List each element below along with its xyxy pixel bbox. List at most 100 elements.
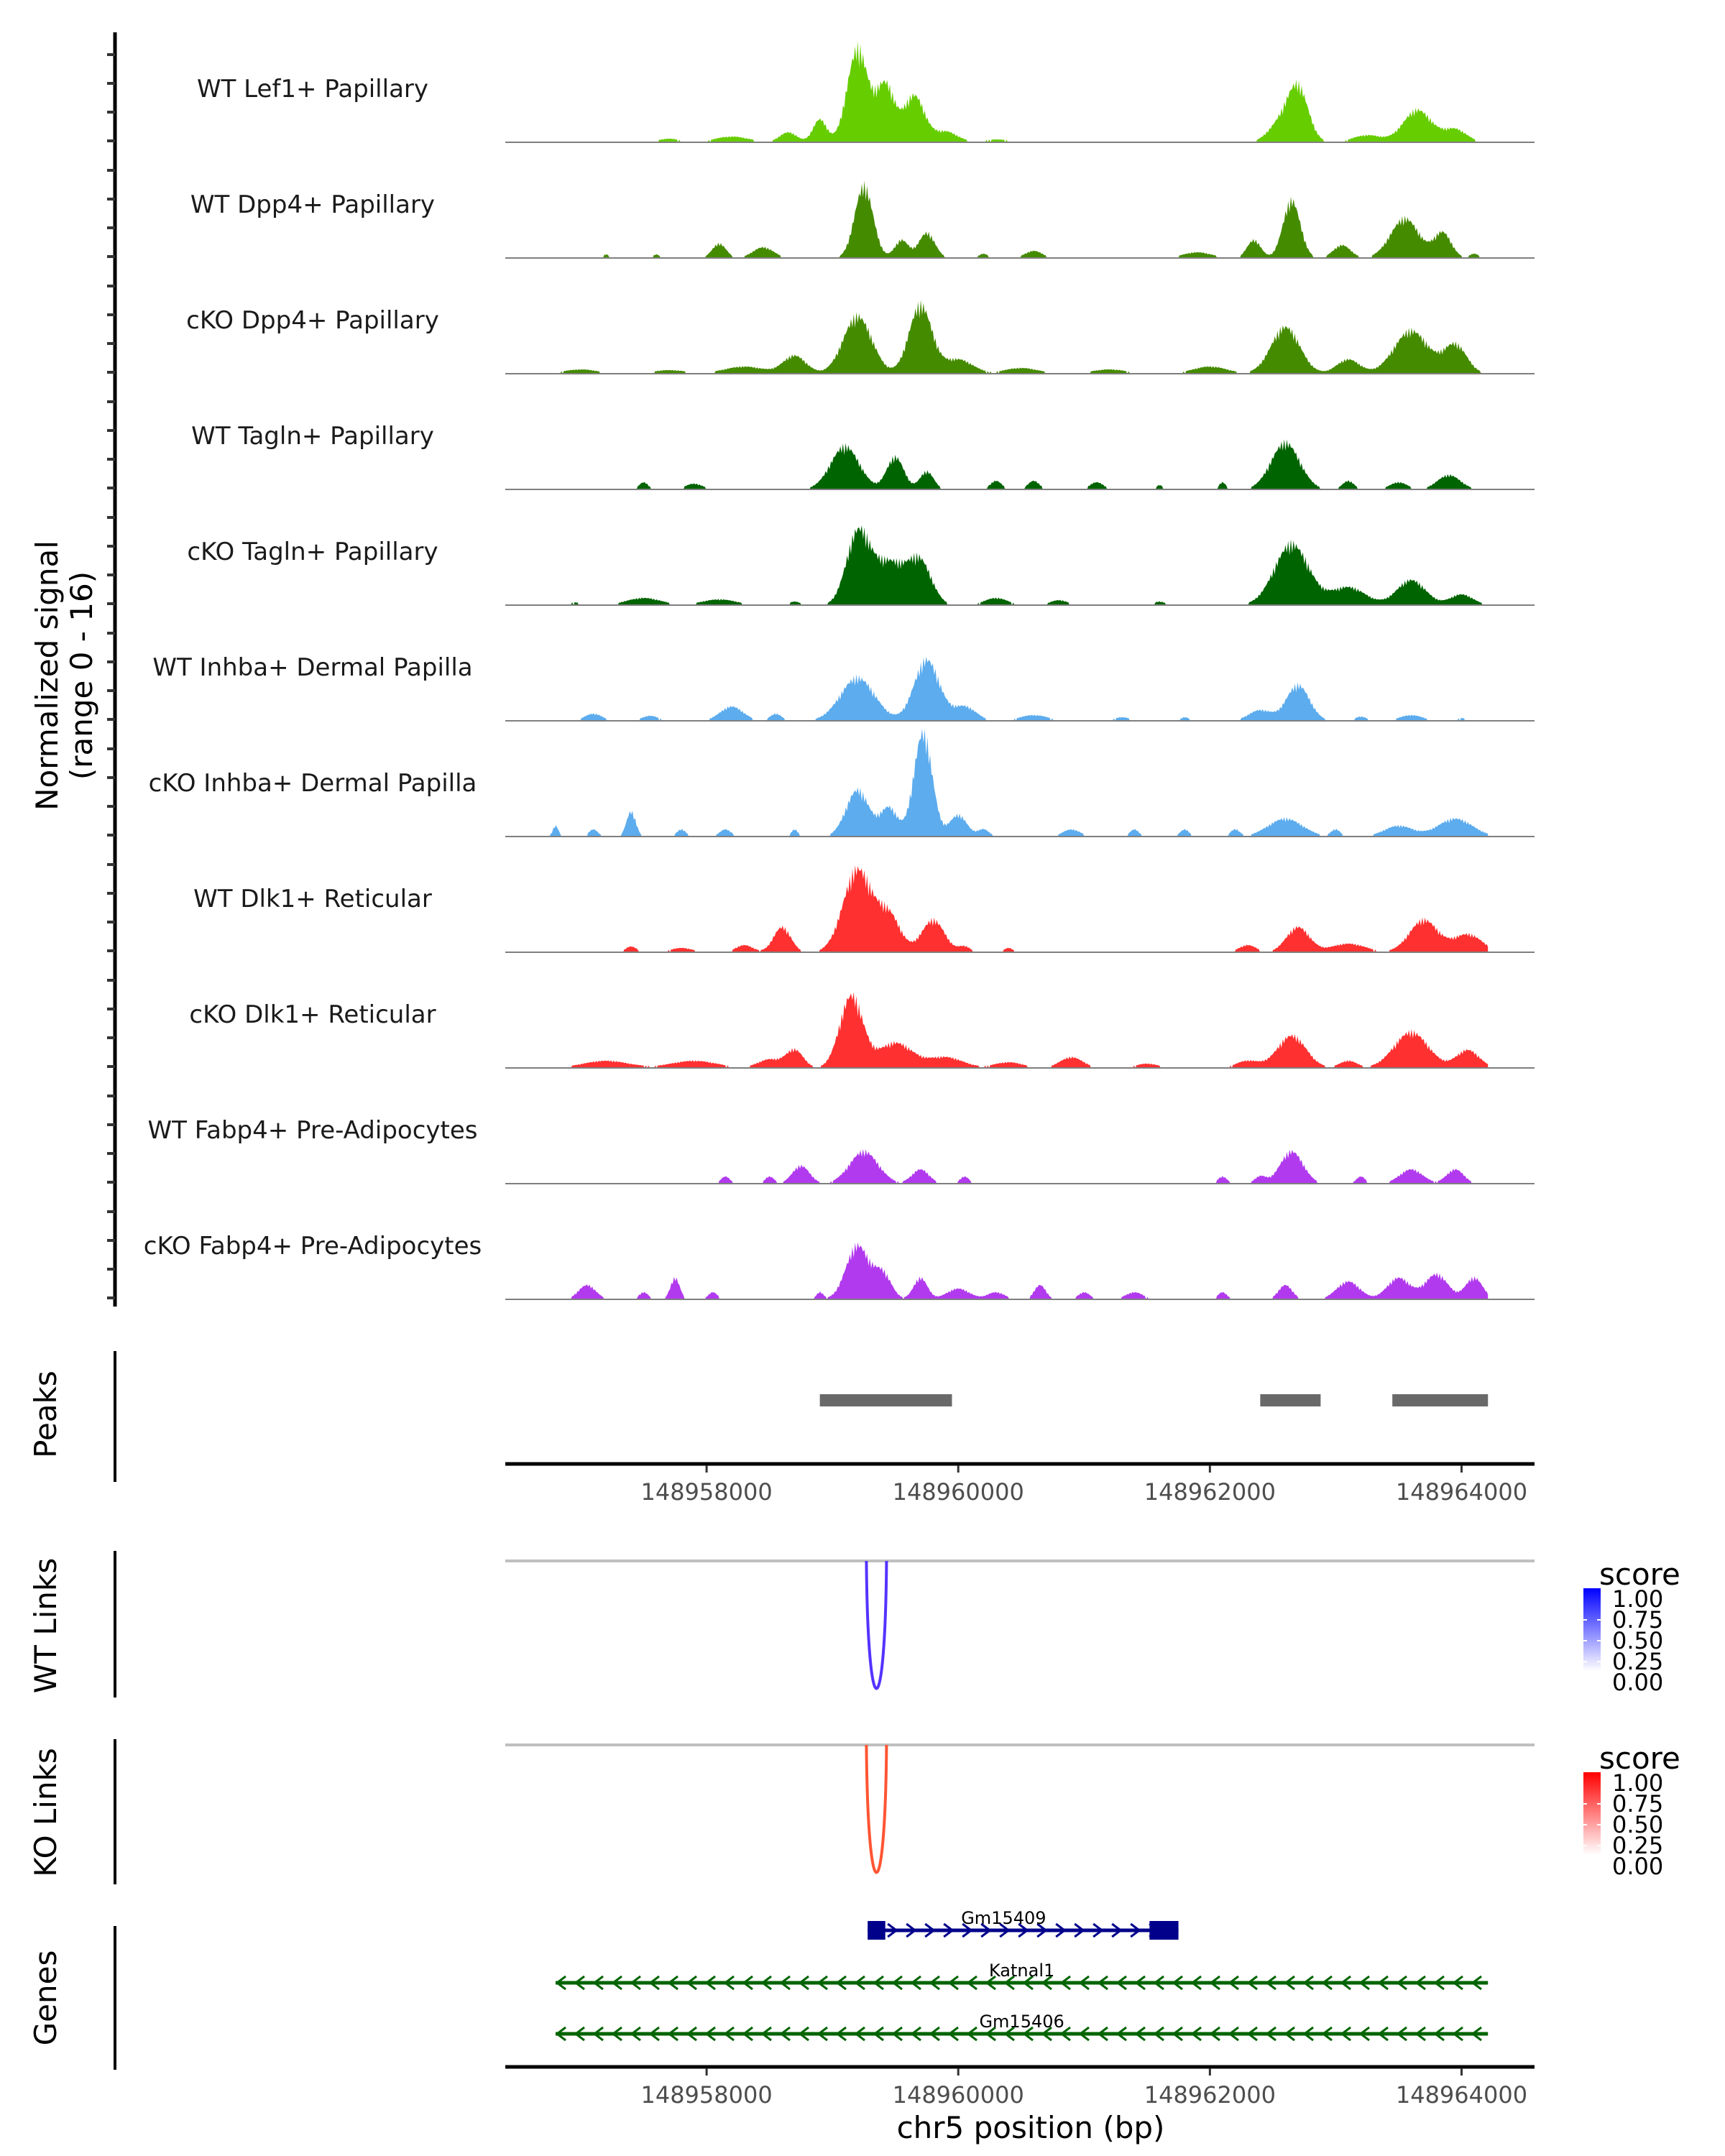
strand-chevron-icon bbox=[1097, 2026, 1108, 2042]
strand-chevron-icon bbox=[742, 1975, 753, 1991]
x-tick-label: 148960000 bbox=[893, 2081, 1024, 2109]
coverage-track: cKO Fabp4+ Pre-Adipocytes bbox=[144, 1232, 1535, 1300]
link-arc bbox=[865, 1744, 888, 1874]
peak-region bbox=[1392, 1394, 1489, 1406]
strand-chevron-icon bbox=[779, 1975, 791, 1991]
strand-chevron-icon bbox=[1471, 2026, 1482, 2042]
strand-chevron-icon bbox=[873, 1975, 884, 1991]
strand-chevron-icon bbox=[1022, 1975, 1034, 1991]
strand-chevron-icon bbox=[943, 1922, 954, 1938]
strand-chevron-icon bbox=[1111, 1922, 1123, 1938]
gene-model: Katnal1 bbox=[555, 1961, 1489, 1991]
strand-chevron-icon bbox=[1134, 2026, 1146, 2042]
coverage-area bbox=[549, 656, 1489, 721]
strand-chevron-icon bbox=[854, 2026, 865, 2042]
strand-chevron-icon bbox=[1302, 2026, 1314, 2042]
track-label: cKO Tagln+ Papillary bbox=[187, 538, 438, 566]
strand-chevron-icon bbox=[1265, 2026, 1276, 2042]
strand-chevron-icon bbox=[1036, 1922, 1048, 1938]
strand-chevron-icon bbox=[1414, 1975, 1426, 1991]
strand-chevron-icon bbox=[1003, 2026, 1015, 2042]
wt-legend-colorbar bbox=[1583, 1588, 1601, 1671]
wt-legend-title: score bbox=[1599, 1557, 1680, 1592]
legend-tick-label: 1.00 bbox=[1612, 1769, 1663, 1797]
x-tick-label: 148964000 bbox=[1396, 1478, 1527, 1506]
strand-chevron-icon bbox=[555, 2026, 566, 2042]
exon-block bbox=[1149, 1921, 1179, 1940]
strand-chevron-icon bbox=[1059, 1975, 1071, 1991]
gene-model: Gm15409 bbox=[868, 1908, 1179, 1940]
strand-chevron-icon bbox=[1097, 1975, 1108, 1991]
strand-chevron-icon bbox=[592, 1975, 604, 1991]
strand-chevron-icon bbox=[723, 1975, 735, 1991]
x-tick-label: 148964000 bbox=[1396, 2081, 1527, 2109]
gene-name-label: Gm15409 bbox=[961, 1908, 1046, 1928]
gene-name-label: Katnal1 bbox=[989, 1961, 1054, 1981]
x-tick-label: 148962000 bbox=[1144, 2081, 1276, 2109]
coverage-track: WT Dpp4+ Papillary bbox=[190, 180, 1535, 259]
strand-chevron-icon bbox=[1116, 2026, 1127, 2042]
strand-chevron-icon bbox=[1414, 2026, 1426, 2042]
strand-chevron-icon bbox=[667, 2026, 678, 2042]
coverage-track: cKO Dlk1+ Reticular bbox=[189, 992, 1535, 1069]
y-axis-title-line2: (range 0 - 16) bbox=[64, 571, 99, 780]
ko-links-panel-title: KO Links bbox=[28, 1748, 63, 1877]
strand-chevron-icon bbox=[1059, 2026, 1071, 2042]
strand-chevron-icon bbox=[1433, 1975, 1445, 1991]
strand-chevron-icon bbox=[985, 1975, 996, 1991]
ko-legend-title: score bbox=[1599, 1741, 1680, 1776]
ko-legend-colorbar bbox=[1583, 1772, 1601, 1855]
strand-chevron-icon bbox=[742, 2026, 753, 2042]
strand-chevron-icon bbox=[985, 2026, 996, 2042]
strand-chevron-icon bbox=[630, 2026, 641, 2042]
coverage-area bbox=[549, 729, 1489, 837]
strand-chevron-icon bbox=[1172, 1975, 1183, 1991]
strand-chevron-icon bbox=[723, 2026, 735, 2042]
coverage-area bbox=[549, 865, 1489, 952]
exon-block bbox=[868, 1921, 886, 1940]
strand-chevron-icon bbox=[574, 2026, 585, 2042]
strand-chevron-icon bbox=[924, 1922, 936, 1938]
strand-chevron-icon bbox=[887, 1922, 898, 1938]
x-tick-label: 148962000 bbox=[1144, 1478, 1276, 1506]
strand-chevron-icon bbox=[592, 2026, 604, 2042]
strand-chevron-icon bbox=[1228, 1975, 1239, 1991]
strand-chevron-icon bbox=[1190, 1975, 1202, 1991]
coverage-track: WT Inhba+ Dermal Papilla bbox=[152, 653, 1535, 722]
legend-tick-label: 0.75 bbox=[1612, 1606, 1663, 1634]
strand-chevron-icon bbox=[1302, 1975, 1314, 1991]
strand-chevron-icon bbox=[1358, 1975, 1370, 1991]
strand-chevron-icon bbox=[1433, 2026, 1445, 2042]
legend-tick-label: 0.50 bbox=[1612, 1811, 1663, 1838]
strand-chevron-icon bbox=[910, 2026, 921, 2042]
strand-chevron-icon bbox=[947, 1975, 959, 1991]
gene-name-label: Gm15406 bbox=[979, 2012, 1064, 2032]
peaks-panel-title: Peaks bbox=[28, 1370, 63, 1458]
strand-chevron-icon bbox=[1340, 1975, 1351, 1991]
strand-chevron-icon bbox=[1452, 1975, 1463, 1991]
strand-chevron-icon bbox=[966, 2026, 978, 2042]
strand-chevron-icon bbox=[1153, 2026, 1164, 2042]
strand-chevron-icon bbox=[1377, 2026, 1389, 2042]
coverage-area bbox=[549, 525, 1489, 605]
strand-chevron-icon bbox=[648, 2026, 660, 2042]
links-panels bbox=[505, 1560, 1535, 1874]
strand-chevron-icon bbox=[1209, 2026, 1220, 2042]
strand-chevron-icon bbox=[1321, 2026, 1333, 2042]
strand-chevron-icon bbox=[555, 1975, 566, 1991]
strand-chevron-icon bbox=[1116, 1975, 1127, 1991]
genes-x-axis-ticks: 148958000 148960000 148962000 148964000 bbox=[640, 2068, 1527, 2109]
strand-chevron-icon bbox=[1228, 2026, 1239, 2042]
strand-chevron-icon bbox=[835, 2026, 847, 2042]
legend-tick-label: 0.25 bbox=[1612, 1648, 1663, 1675]
strand-chevron-icon bbox=[1471, 1975, 1482, 1991]
strand-chevron-icon bbox=[1246, 1975, 1258, 1991]
x-axis-title: chr5 position (bp) bbox=[897, 2110, 1165, 2145]
coverage-track: cKO Tagln+ Papillary bbox=[187, 525, 1535, 606]
strand-chevron-icon bbox=[1396, 2026, 1407, 2042]
strand-chevron-icon bbox=[574, 1975, 585, 1991]
strand-chevron-icon bbox=[1358, 2026, 1370, 2042]
wt-links-legend: score 1.000.750.500.250.00 bbox=[1583, 1557, 1680, 1696]
legend-tick-label: 0.25 bbox=[1612, 1832, 1663, 1859]
x-tick-label: 148958000 bbox=[640, 2081, 772, 2109]
